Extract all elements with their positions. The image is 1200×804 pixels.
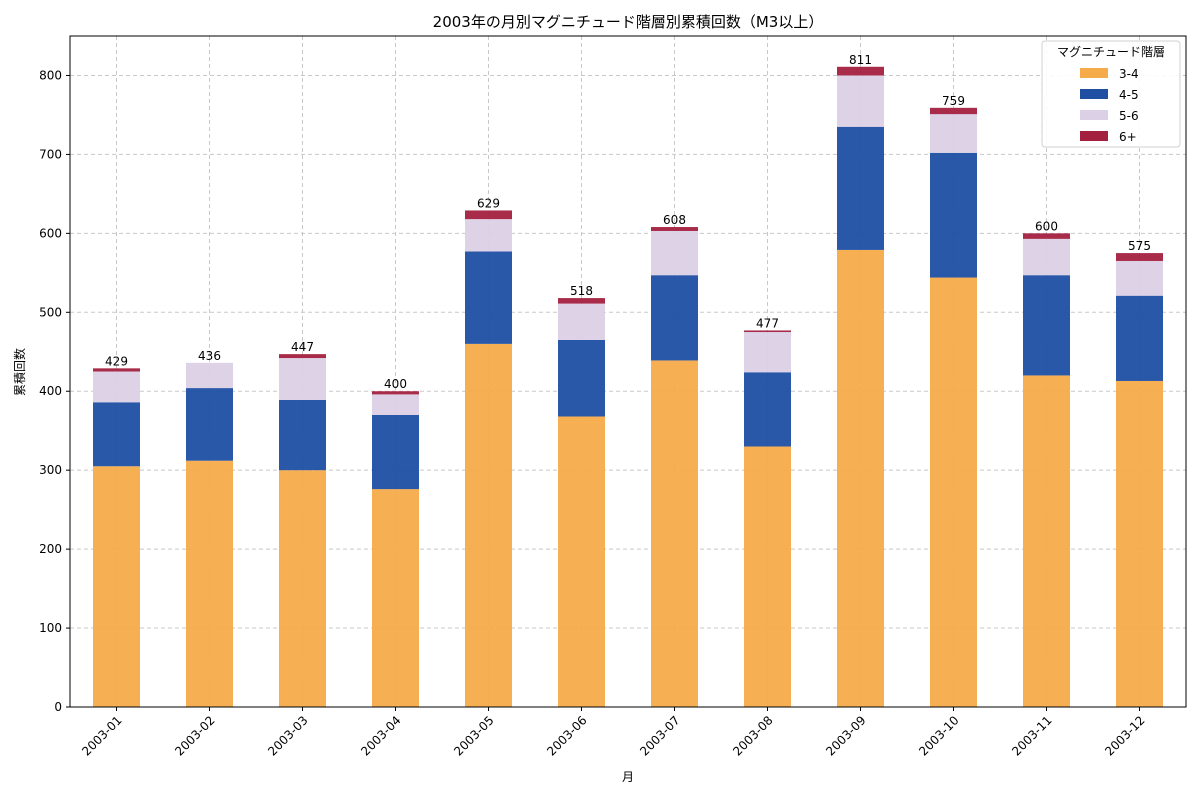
legend-swatch <box>1080 89 1108 99</box>
bar-segment-3-4 <box>930 277 977 707</box>
bar-segment-3-4 <box>93 466 140 707</box>
y-tick-label: 300 <box>39 463 62 477</box>
bar-segment-4-5 <box>93 402 140 467</box>
total-label: 447 <box>291 340 314 354</box>
x-tick-label: 2003-04 <box>358 713 403 758</box>
bar-segment-3-4 <box>372 489 419 707</box>
bar-segment-5-6 <box>651 230 698 276</box>
x-tick-label: 2003-10 <box>916 713 961 758</box>
x-tick-label: 2003-08 <box>730 713 775 758</box>
total-label: 436 <box>198 349 221 363</box>
bar-segment-6+ <box>372 391 419 395</box>
bar-segment-6+ <box>1116 253 1163 261</box>
total-label: 600 <box>1035 219 1058 233</box>
total-label: 759 <box>942 94 965 108</box>
bar-segment-6+ <box>651 227 698 231</box>
bar-segment-6+ <box>465 210 512 220</box>
bar-segment-6+ <box>93 368 140 372</box>
bar-segment-6+ <box>279 354 326 359</box>
bar-segment-6+ <box>1023 233 1070 239</box>
bar-segment-3-4 <box>279 470 326 707</box>
bar-segment-4-5 <box>1116 295 1163 381</box>
x-tick-label: 2003-03 <box>265 713 310 758</box>
legend-title: マグニチュード階層 <box>1057 44 1165 59</box>
total-label: 518 <box>570 284 593 298</box>
total-label: 608 <box>663 213 686 227</box>
bar-segment-4-5 <box>558 339 605 417</box>
bar-segment-5-6 <box>186 362 233 389</box>
bar-segment-3-4 <box>1023 375 1070 707</box>
bar-segment-5-6 <box>744 332 791 373</box>
x-tick-label: 2003-11 <box>1009 713 1054 758</box>
x-axis-label: 月 <box>622 770 634 784</box>
y-tick-label: 200 <box>39 542 62 556</box>
y-tick-label: 600 <box>39 226 62 240</box>
plot-frame <box>69 35 1187 708</box>
bar-segment-5-6 <box>465 219 512 252</box>
y-axis-label: 累積回数 <box>12 348 27 396</box>
bar-segment-3-4 <box>651 360 698 707</box>
total-label: 400 <box>384 377 407 391</box>
bar-segment-5-6 <box>1023 238 1070 276</box>
bar-segment-6+ <box>744 330 791 333</box>
bar-segment-5-6 <box>279 358 326 400</box>
total-label: 629 <box>477 196 500 210</box>
bar-segment-6+ <box>837 66 884 76</box>
x-tick-label: 2003-05 <box>451 713 496 758</box>
bar-segment-5-6 <box>930 114 977 153</box>
bar-segment-4-5 <box>465 251 512 344</box>
bar-segment-3-4 <box>558 416 605 707</box>
bar-segment-6+ <box>930 107 977 115</box>
bar-segment-3-4 <box>465 343 512 707</box>
bar-segment-4-5 <box>651 275 698 361</box>
y-tick-label: 500 <box>39 305 62 319</box>
bar-segment-4-5 <box>186 388 233 461</box>
bar-segment-3-4 <box>1116 380 1163 707</box>
x-tick-label: 2003-09 <box>823 713 868 758</box>
chart-title: 2003年の月別マグニチュード階層別累積回数（M3以上） <box>433 13 824 31</box>
bar-segment-3-4 <box>837 249 884 707</box>
y-tick-label: 700 <box>39 147 62 161</box>
legend-swatch <box>1080 68 1108 78</box>
bar-segment-6+ <box>558 298 605 304</box>
bar-segment-4-5 <box>837 126 884 250</box>
legend-swatch <box>1080 131 1108 141</box>
total-label: 477 <box>756 316 779 330</box>
x-tick-label: 2003-12 <box>1102 713 1147 758</box>
bar-segment-4-5 <box>279 399 326 471</box>
bar-segment-5-6 <box>558 303 605 340</box>
total-label: 575 <box>1128 239 1151 253</box>
y-tick-label: 800 <box>39 68 62 82</box>
x-tick-label: 2003-01 <box>79 713 124 758</box>
legend-box <box>1041 40 1181 148</box>
legend-label: 6+ <box>1119 130 1137 144</box>
legend-label: 3-4 <box>1119 67 1139 81</box>
bar-segment-5-6 <box>372 394 419 415</box>
bar-segment-4-5 <box>1023 275 1070 376</box>
total-label: 429 <box>105 354 128 368</box>
legend-label: 4-5 <box>1119 88 1139 102</box>
x-tick-label: 2003-07 <box>637 713 682 758</box>
bar-segment-5-6 <box>1116 260 1163 296</box>
total-label: 811 <box>849 53 872 67</box>
legend-label: 5-6 <box>1119 109 1139 123</box>
bar-segment-5-6 <box>93 371 140 403</box>
bar-segment-3-4 <box>186 460 233 707</box>
y-tick-label: 100 <box>39 621 62 635</box>
bar-segment-4-5 <box>930 152 977 278</box>
x-tick-label: 2003-06 <box>544 713 589 758</box>
bar-segment-5-6 <box>837 75 884 127</box>
bar-segment-3-4 <box>744 446 791 707</box>
bar-segment-4-5 <box>372 414 419 490</box>
y-tick-label: 400 <box>39 384 62 398</box>
legend-swatch <box>1080 110 1108 120</box>
y-tick-label: 0 <box>54 700 62 714</box>
x-tick-label: 2003-02 <box>172 713 217 758</box>
bar-segment-4-5 <box>744 372 791 447</box>
